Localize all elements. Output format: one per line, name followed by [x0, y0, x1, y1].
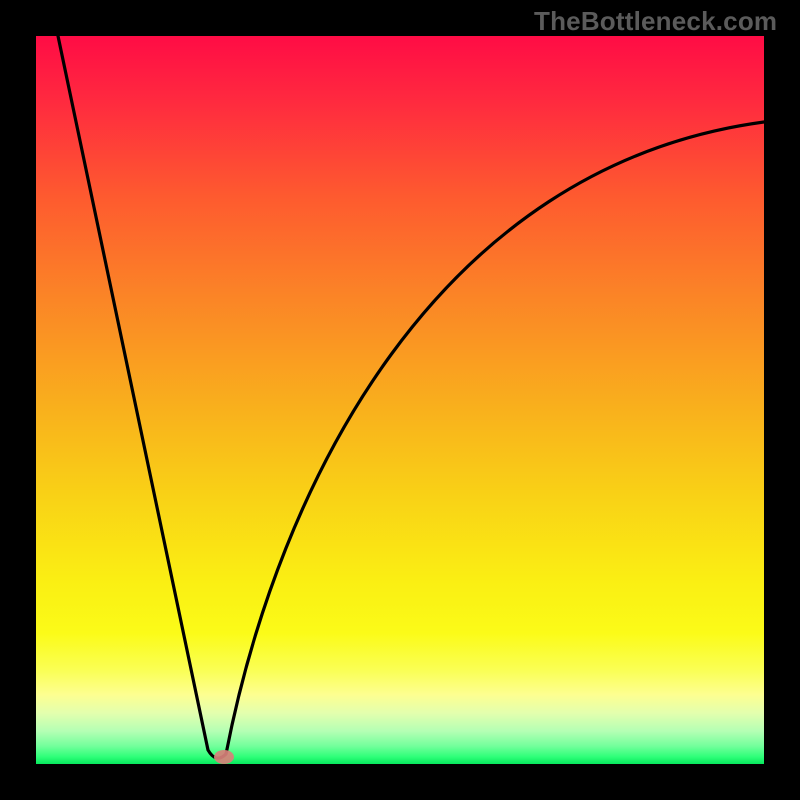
watermark-text: TheBottleneck.com: [534, 6, 777, 37]
bottleneck-chart: [36, 36, 764, 764]
gradient-background: [36, 36, 764, 764]
optimal-point-marker: [214, 750, 234, 764]
